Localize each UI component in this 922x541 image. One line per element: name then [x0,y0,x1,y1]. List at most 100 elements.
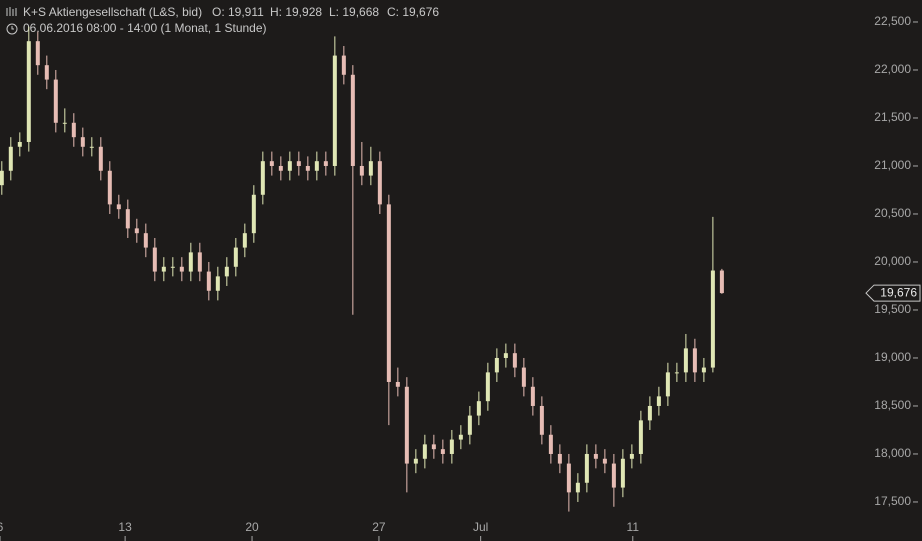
candle-body [251,194,256,234]
y-tick-label: 18,000 [874,446,911,460]
candle-body [89,146,94,148]
candle-body [656,396,661,406]
x-tick-label: 13 [118,520,132,534]
candle-body [584,453,589,483]
ohlc-open: O: 19,911 [212,5,264,19]
candle-body [71,122,76,138]
candle-body [602,458,607,464]
candle-body [413,458,418,464]
candle-body [332,55,337,166]
candle-body [314,161,319,171]
candle-body [152,247,157,272]
y-tick-label: 22,000 [874,62,911,76]
candle-body [710,270,715,368]
candle-body [62,122,67,124]
x-tick-label: 27 [372,520,386,534]
candle-body [341,55,346,75]
candle-body [485,372,490,402]
candle-body [116,204,121,210]
candle-body [674,372,679,374]
candle-body [350,74,355,166]
candle-body [422,444,427,459]
candle-body [80,137,85,147]
chart-title: K+S Aktiengesellschaft (L&S, bid) [23,5,202,19]
candle-body [260,161,265,195]
candle-body [476,401,481,416]
candle-body [638,420,643,454]
clock-icon [6,23,18,35]
candle-body [134,228,139,234]
candle-body [620,458,625,488]
candle-body [629,453,634,459]
candle-body [494,357,499,373]
candle-body [224,266,229,277]
candle-body [611,463,616,488]
candle-body [242,233,247,248]
x-tick-label: 6 [0,520,4,534]
candle-body [305,165,310,171]
candle-body [530,386,535,406]
candle-body [359,165,364,176]
candle-body [269,161,274,166]
candle-body [170,266,175,268]
candle-body [647,405,652,421]
clock-hands [11,26,14,30]
y-tick-label: 20,000 [874,254,911,268]
candle-body [575,482,580,493]
x-tick-label: 11 [627,520,640,534]
candle-body [215,276,220,291]
candle-body [701,367,706,373]
candle-body [53,79,58,123]
candle-body [125,209,130,229]
candle-body [566,463,571,493]
candle-body [323,161,328,166]
candle-body [449,439,454,454]
candle-body [287,161,292,171]
candle-body [467,415,472,435]
y-tick-label: 19,500 [874,302,911,316]
candle-body [512,353,517,368]
y-tick-label: 21,000 [874,158,911,172]
candle-body [557,453,562,464]
candle-body [377,161,382,205]
candle-body [395,381,400,387]
candle-body [188,252,193,272]
candle-body [458,434,463,440]
candle-body [593,453,598,459]
x-tick-label: Jul [473,520,488,534]
candle-body [368,161,373,176]
candle-body [143,233,148,248]
ohlc-high: H: 19,928 [270,5,322,19]
candle-body [179,266,184,272]
y-tick-label: 18,500 [874,398,911,412]
candle-body [440,449,445,454]
candle-body [278,165,283,171]
candle-body [206,271,211,291]
candle-body [98,146,103,171]
y-tick-label: 19,000 [874,350,911,364]
ohlc-close: C: 19,676 [387,5,439,19]
candle-body [26,41,31,142]
last-price-tag [865,284,921,302]
candle-body [539,405,544,435]
candle-body [548,434,553,454]
candle-body [386,204,391,382]
candle-body [521,367,526,387]
x-tick-label: 20 [245,520,259,534]
candle-body [233,247,238,267]
header-icon [6,7,17,16]
candle-body [17,141,22,147]
ohlc-low: L: 19,668 [329,5,379,19]
y-tick-label: 20,500 [874,206,911,220]
candle-body [503,353,508,358]
candle-body [683,348,688,373]
candle-body [8,146,13,171]
candle-body [296,161,301,166]
candle-body [0,170,4,186]
last-price-label: 19,676 [880,285,917,299]
candle-body [431,444,436,450]
candle-body [197,252,202,272]
